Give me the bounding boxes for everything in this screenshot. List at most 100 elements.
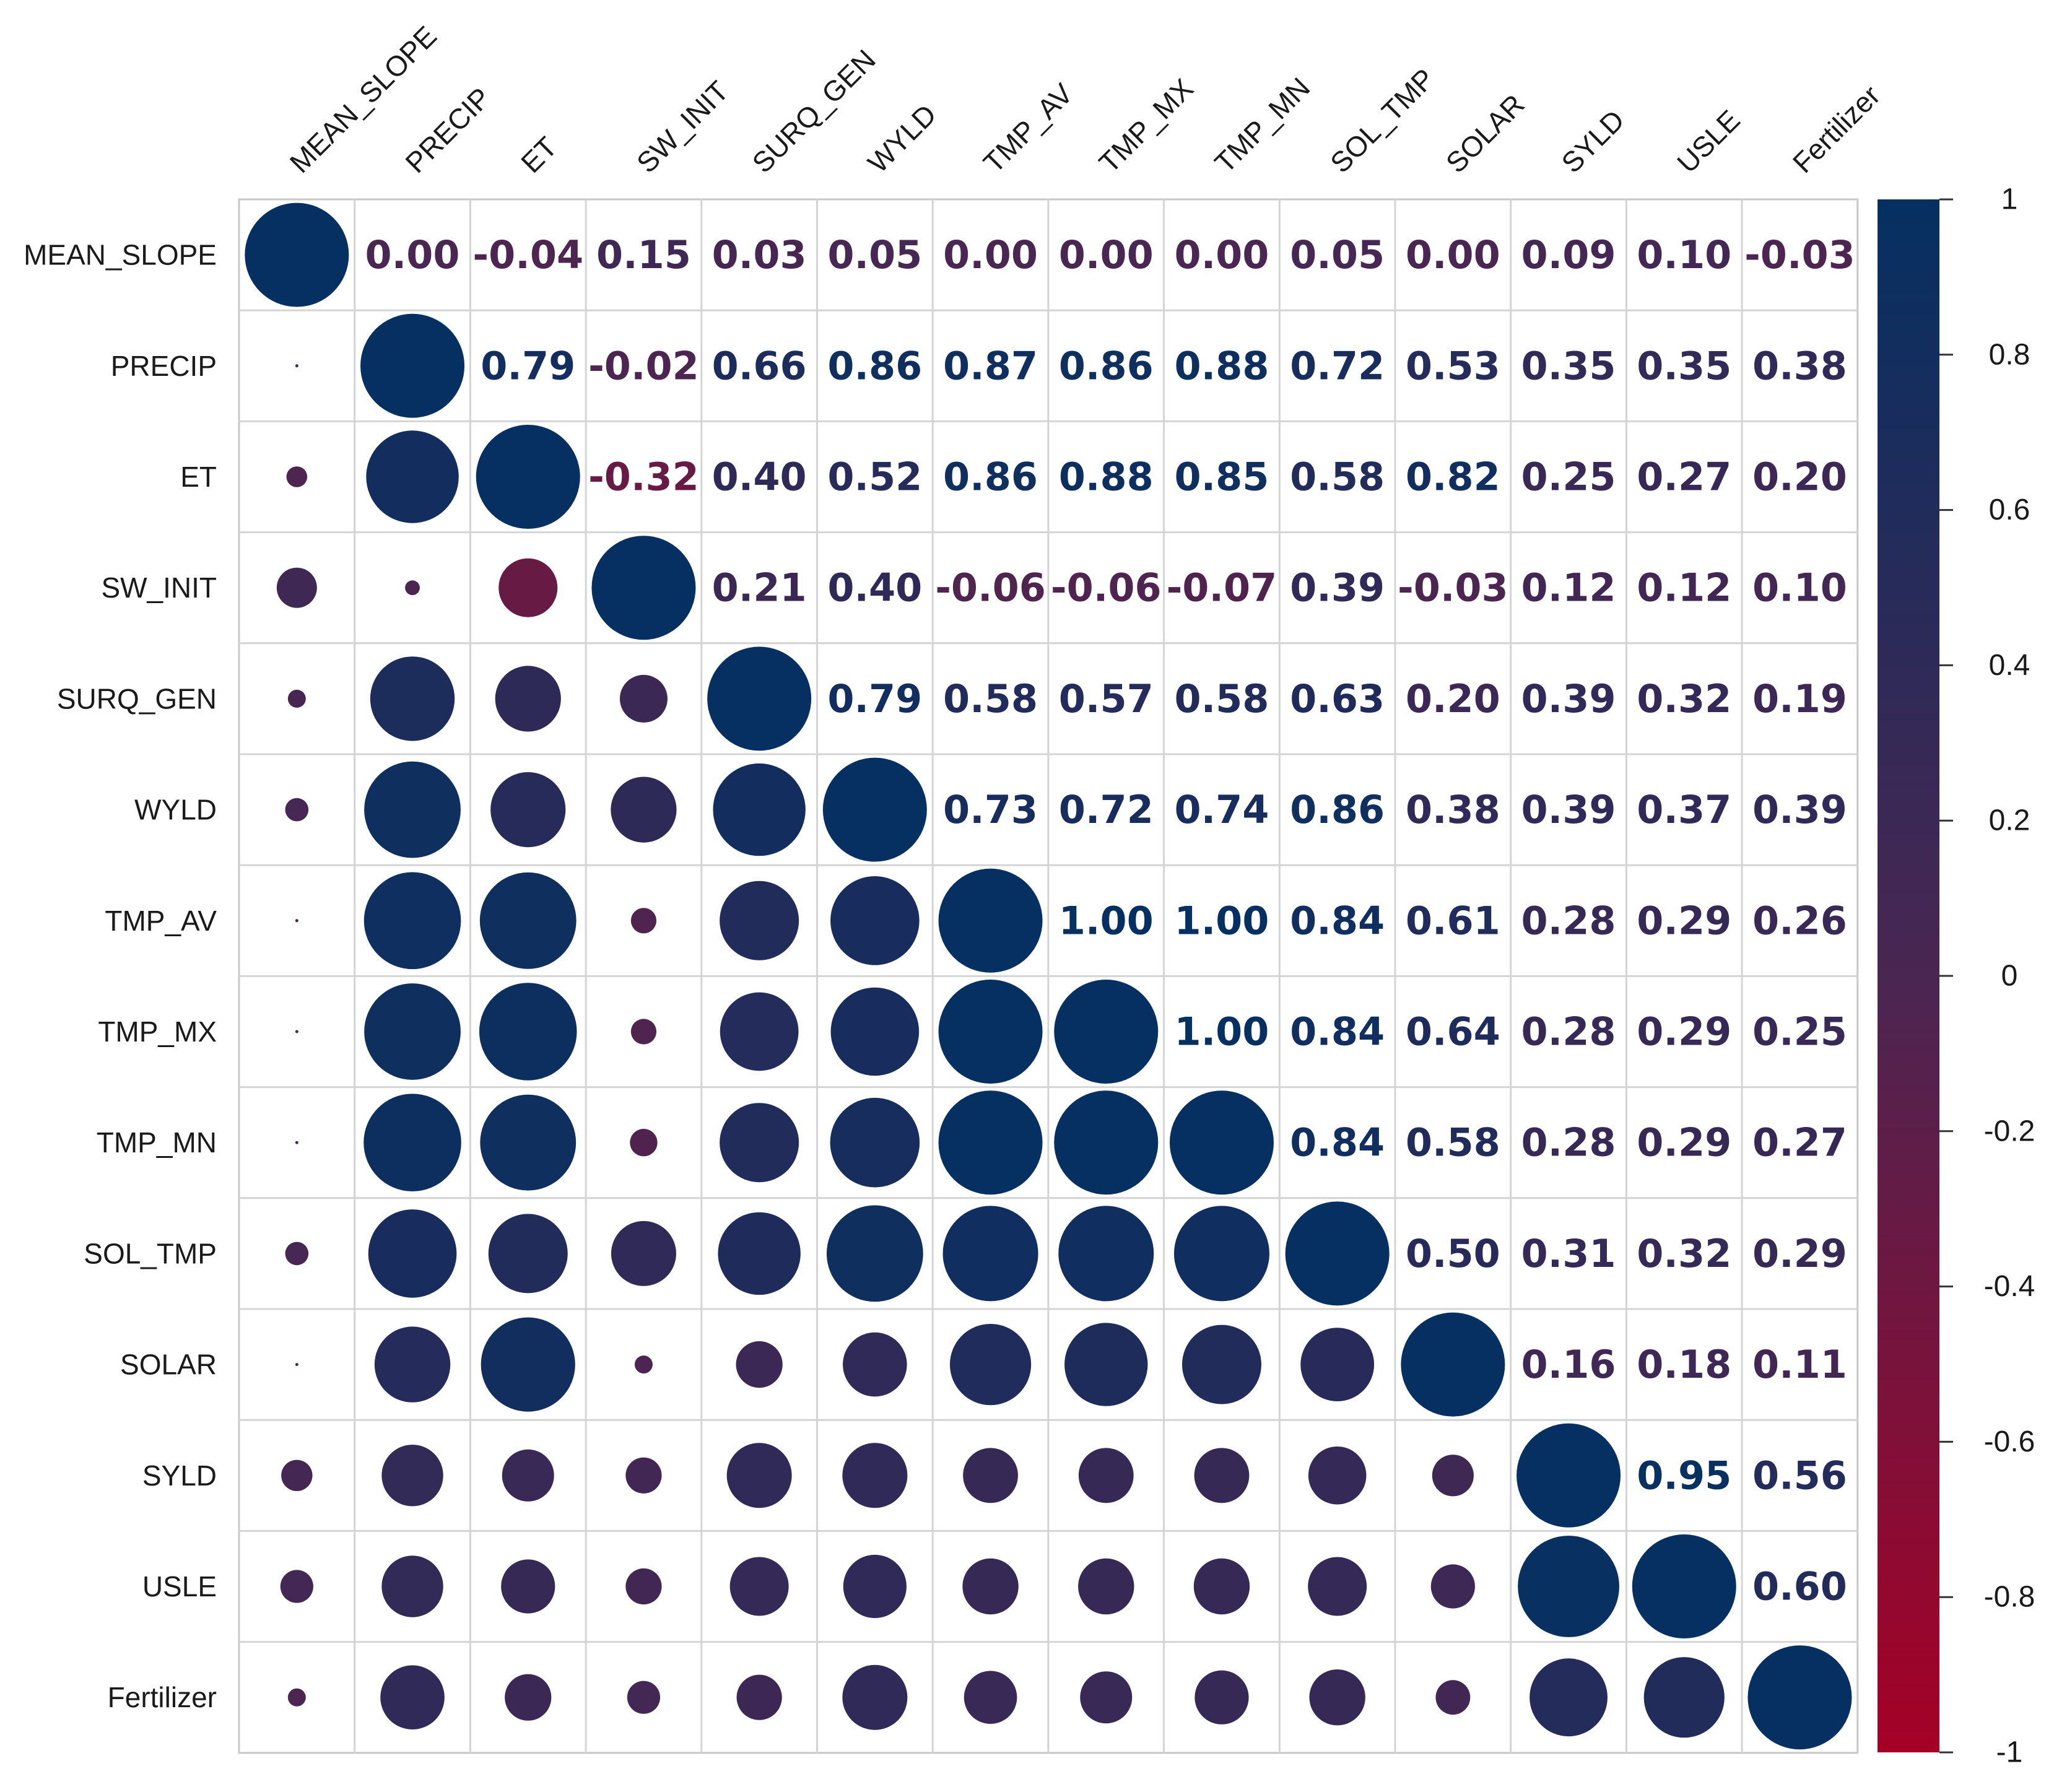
- corr-circle-USLE-SW_INIT: [625, 1568, 662, 1605]
- colorbar-tick-label: 0: [2001, 960, 2018, 993]
- row-label-SW_INIT: SW_INIT: [101, 572, 217, 604]
- row-label-PRECIP: PRECIP: [111, 350, 217, 382]
- corr-value-SW_INIT-SOL_TMP: 0.39: [1290, 565, 1385, 611]
- corr-value-TMP_MN-SYLD: 0.28: [1521, 1120, 1616, 1165]
- colorbar-tick-label: 0.8: [1989, 338, 2030, 371]
- corr-circle-WYLD-ET: [490, 772, 566, 848]
- corr-value-PRECIP-USLE: 0.35: [1637, 343, 1731, 388]
- corr-value-WYLD-SOLAR: 0.38: [1406, 787, 1500, 832]
- col-label-SW_INIT: SW_INIT: [630, 74, 735, 179]
- corr-circle-SW_INIT-PRECIP: [405, 580, 420, 596]
- corr-value-SURQ_GEN-SOL_TMP: 0.63: [1290, 676, 1385, 721]
- corr-circle-TMP_MX-WYLD: [830, 987, 920, 1076]
- corr-circle-SYLD-MEAN_SLOPE: [281, 1459, 313, 1491]
- corr-circle-Fertilizer-SW_INIT: [627, 1681, 661, 1714]
- corr-circle-SOLAR-WYLD: [843, 1332, 907, 1397]
- corr-value-SURQ_GEN-TMP_MX: 0.57: [1059, 676, 1154, 721]
- corr-circle-USLE-PRECIP: [381, 1555, 443, 1617]
- corr-value-SOLAR-SYLD: 0.16: [1521, 1342, 1616, 1387]
- corr-value-MEAN_SLOPE-TMP_MN: 0.00: [1174, 232, 1269, 277]
- colorbar-tick-label: 0.6: [1989, 494, 2030, 526]
- corr-circle-WYLD-PRECIP: [364, 761, 461, 858]
- corr-circle-SOLAR-TMP_MN: [1181, 1324, 1261, 1404]
- corr-circle-USLE-USLE: [1632, 1534, 1736, 1638]
- row-label-USLE: USLE: [142, 1570, 217, 1603]
- corr-value-PRECIP-Fertilizer: 0.38: [1752, 343, 1847, 388]
- corr-circle-SOL_TMP-SOL_TMP: [1285, 1201, 1390, 1306]
- corr-circle-PRECIP-MEAN_SLOPE: [295, 364, 298, 368]
- corr-circle-SURQ_GEN-SURQ_GEN: [707, 646, 812, 751]
- corr-value-TMP_MX-TMP_MN: 1.00: [1174, 1009, 1269, 1055]
- corr-circle-TMP_AV-SW_INIT: [630, 908, 657, 934]
- corr-circle-TMP_AV-PRECIP: [363, 872, 461, 970]
- corr-circle-SURQ_GEN-SW_INIT: [619, 674, 668, 723]
- corr-circle-TMP_MX-SW_INIT: [630, 1019, 657, 1045]
- corr-circle-SOL_TMP-SURQ_GEN: [718, 1212, 801, 1295]
- corr-value-TMP_MX-USLE: 0.29: [1637, 1009, 1731, 1055]
- row-label-TMP_MX: TMP_MX: [98, 1016, 217, 1048]
- corr-value-PRECIP-SOLAR: 0.53: [1406, 343, 1500, 388]
- colorbar-tick-label: -0.6: [1984, 1425, 2035, 1458]
- corr-circle-USLE-MEAN_SLOPE: [280, 1570, 313, 1603]
- corr-value-SW_INIT-USLE: 0.12: [1637, 565, 1731, 611]
- corr-value-TMP_MN-Fertilizer: 0.27: [1752, 1120, 1847, 1165]
- corr-value-ET-TMP_MN: 0.85: [1174, 455, 1269, 500]
- corr-circle-SW_INIT-MEAN_SLOPE: [276, 567, 317, 608]
- corr-value-WYLD-TMP_MX: 0.72: [1059, 787, 1154, 832]
- corr-value-SURQ_GEN-TMP_AV: 0.58: [943, 676, 1038, 721]
- corr-circle-TMP_AV-WYLD: [830, 876, 920, 965]
- corr-circle-Fertilizer-SYLD: [1530, 1658, 1608, 1737]
- corr-value-PRECIP-TMP_MN: 0.88: [1174, 343, 1269, 388]
- corr-circle-MEAN_SLOPE-MEAN_SLOPE: [245, 202, 349, 307]
- corr-value-WYLD-Fertilizer: 0.39: [1752, 787, 1847, 832]
- corr-circle-USLE-SYLD: [1518, 1536, 1619, 1637]
- corr-circle-TMP_MX-PRECIP: [364, 983, 461, 1080]
- corr-value-SW_INIT-SYLD: 0.12: [1521, 565, 1616, 611]
- corr-value-TMP_AV-TMP_MN: 1.00: [1174, 898, 1269, 943]
- colorbar-tick-label: -0.4: [1984, 1270, 2035, 1303]
- corr-value-TMP_MN-SOLAR: 0.58: [1406, 1120, 1500, 1165]
- corr-circle-SYLD-TMP_MN: [1194, 1448, 1250, 1503]
- corr-circle-TMP_MN-PRECIP: [363, 1094, 461, 1191]
- corr-value-ET-TMP_MX: 0.88: [1059, 455, 1154, 500]
- corr-value-ET-SOLAR: 0.82: [1406, 455, 1500, 500]
- corr-circle-TMP_MX-MEAN_SLOPE: [295, 1030, 298, 1033]
- corr-value-SURQ_GEN-SYLD: 0.39: [1521, 676, 1616, 721]
- row-label-WYLD: WYLD: [134, 794, 217, 826]
- corr-circle-TMP_MX-TMP_AV: [938, 980, 1043, 1084]
- corr-value-PRECIP-ET: 0.79: [481, 343, 575, 388]
- corr-value-WYLD-TMP_AV: 0.73: [943, 787, 1038, 832]
- row-label-SURQ_GEN: SURQ_GEN: [57, 682, 217, 715]
- corr-value-ET-SW_INIT: -0.32: [588, 455, 699, 500]
- corr-circle-SYLD-TMP_MX: [1078, 1448, 1134, 1503]
- corr-value-WYLD-USLE: 0.37: [1637, 787, 1731, 832]
- corr-circle-SOL_TMP-TMP_MX: [1058, 1206, 1154, 1302]
- row-label-MEAN_SLOPE: MEAN_SLOPE: [24, 239, 217, 271]
- row-label-SOL_TMP: SOL_TMP: [84, 1237, 217, 1269]
- corr-circle-SW_INIT-SW_INIT: [591, 536, 696, 640]
- corr-value-TMP_AV-TMP_MX: 1.00: [1059, 898, 1154, 943]
- corr-value-TMP_MX-SOLAR: 0.64: [1406, 1009, 1500, 1055]
- colorbar-gradient: [1878, 199, 1939, 1752]
- corr-value-MEAN_SLOPE-SW_INIT: 0.15: [596, 232, 691, 277]
- col-label-SYLD: SYLD: [1555, 103, 1630, 179]
- corr-value-SW_INIT-WYLD: 0.40: [827, 565, 922, 611]
- corr-value-PRECIP-SURQ_GEN: 0.66: [712, 343, 807, 388]
- corr-value-TMP_MX-SOL_TMP: 0.84: [1290, 1009, 1385, 1055]
- corr-value-ET-USLE: 0.27: [1637, 455, 1731, 500]
- corr-circle-SOL_TMP-PRECIP: [368, 1209, 457, 1298]
- corr-circle-SOL_TMP-SW_INIT: [611, 1220, 676, 1286]
- corr-value-MEAN_SLOPE-SOL_TMP: 0.05: [1290, 232, 1385, 277]
- corr-circle-TMP_AV-ET: [479, 872, 577, 969]
- row-label-Fertilizer: Fertilizer: [108, 1681, 217, 1713]
- corr-circle-TMP_AV-SURQ_GEN: [720, 881, 799, 960]
- corr-value-ET-WYLD: 0.52: [827, 455, 922, 500]
- corr-value-SW_INIT-SURQ_GEN: 0.21: [712, 565, 807, 611]
- corr-circle-TMP_MN-MEAN_SLOPE: [295, 1141, 298, 1144]
- col-label-USLE: USLE: [1671, 103, 1746, 179]
- corr-value-WYLD-TMP_MN: 0.74: [1174, 787, 1269, 832]
- corr-circle-WYLD-SURQ_GEN: [713, 763, 806, 856]
- corr-value-SW_INIT-TMP_MN: -0.07: [1167, 565, 1277, 611]
- corr-circle-TMP_MN-WYLD: [830, 1097, 920, 1188]
